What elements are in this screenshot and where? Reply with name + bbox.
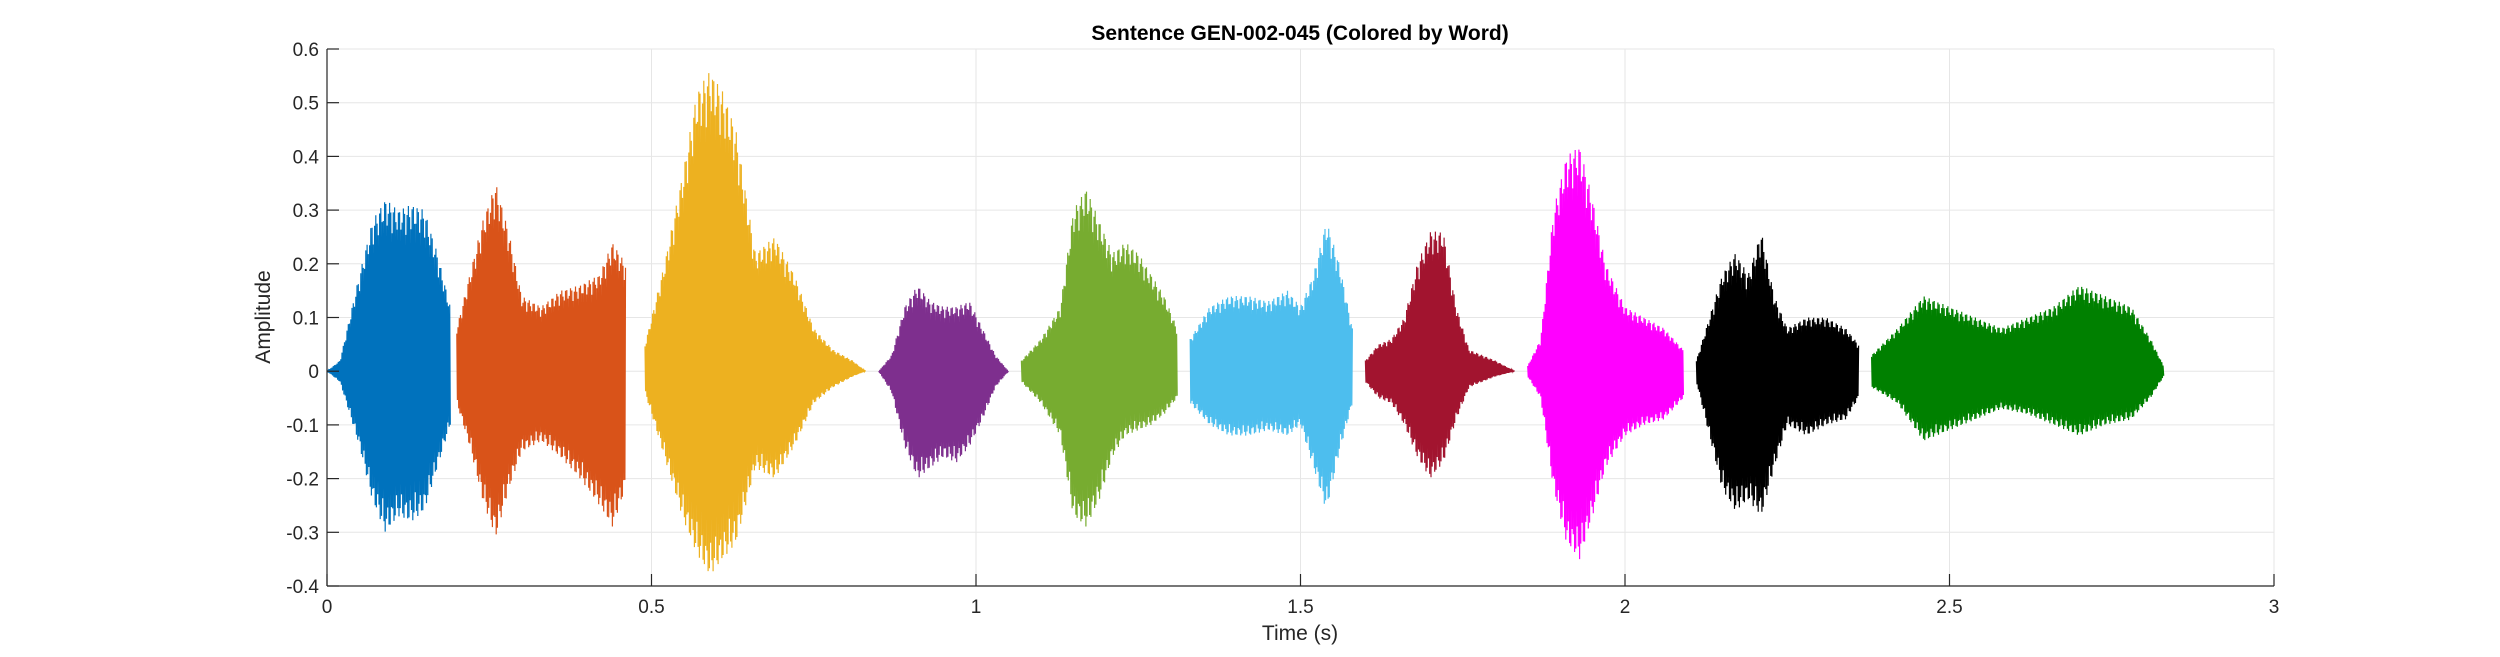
waveform-series-3 bbox=[644, 73, 867, 572]
y-tick-label: 0.1 bbox=[293, 309, 319, 330]
waveform-series-7 bbox=[1364, 231, 1515, 478]
waveform-series-5 bbox=[1020, 191, 1178, 527]
y-tick-label: -0.4 bbox=[286, 577, 319, 598]
y-tick-label: 0 bbox=[308, 362, 319, 383]
waveform-series-10 bbox=[1871, 286, 2165, 441]
chart-title: Sentence GEN-002-045 (Colored by Word) bbox=[1091, 22, 1508, 45]
x-tick-label: 2 bbox=[1620, 597, 1631, 618]
waveform-series-8 bbox=[1527, 149, 1684, 560]
y-axis-label: Amplitude bbox=[252, 270, 275, 363]
x-tick-label: 2.5 bbox=[1936, 597, 1962, 618]
waveform-series-2 bbox=[456, 187, 627, 535]
x-axis-label: Time (s) bbox=[1262, 622, 1338, 645]
x-tick-label: 0 bbox=[322, 597, 333, 618]
y-tick-label: -0.3 bbox=[286, 523, 319, 544]
y-tick-label: 0.4 bbox=[293, 147, 320, 168]
waveform-series-6 bbox=[1189, 228, 1353, 504]
y-tick-label: -0.2 bbox=[286, 470, 319, 491]
y-tick-label: 0.3 bbox=[293, 201, 319, 222]
x-tick-label: 1 bbox=[971, 597, 982, 618]
x-tick-labels: 0 0.5 1 1.5 2 2.5 3 bbox=[322, 597, 2280, 618]
x-tick-label: 1.5 bbox=[1287, 597, 1313, 618]
y-tick-label: 0.5 bbox=[293, 94, 319, 115]
x-tick-label: 0.5 bbox=[638, 597, 664, 618]
x-tick-label: 3 bbox=[2269, 597, 2280, 618]
axes bbox=[326, 48, 2275, 587]
waveform-series-9 bbox=[1695, 237, 1860, 512]
y-tick-label: -0.1 bbox=[286, 416, 319, 437]
waveform-series-1 bbox=[326, 202, 451, 532]
y-tick-label: 0.2 bbox=[293, 255, 319, 276]
waveform-series-4 bbox=[878, 288, 1009, 478]
waveform-series bbox=[326, 73, 2165, 572]
y-tick-labels: -0.4 -0.3 -0.2 -0.1 0 0.1 0.2 0.3 0.4 0.5 0.6 bbox=[286, 40, 319, 598]
y-tick-label: 0.6 bbox=[293, 40, 319, 61]
